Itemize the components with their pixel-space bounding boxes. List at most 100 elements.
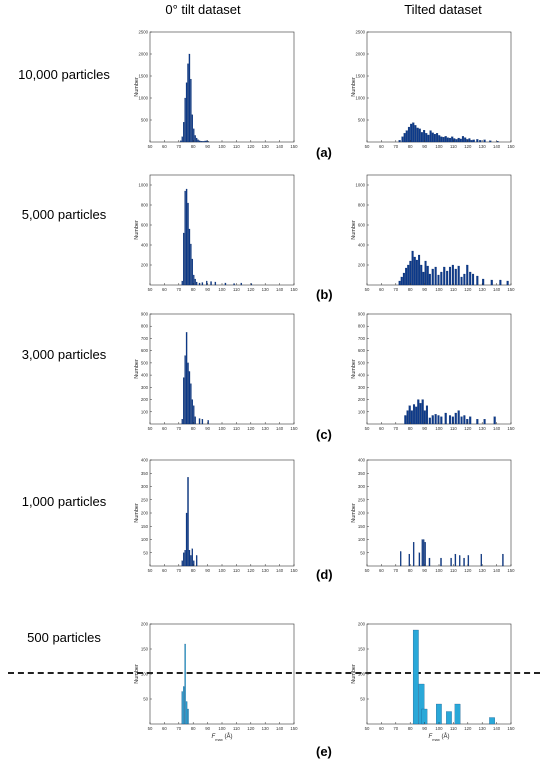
histogram-bar [413,256,416,286]
histogram-bar [233,283,235,286]
histogram-bar [401,136,404,143]
histogram-bar [191,114,193,143]
x-tick-label: 120 [464,568,472,573]
histogram-bar [398,280,401,286]
y-axis-label: Number [351,503,357,523]
x-tick-label: 90 [205,287,210,292]
x-tick-label: 50 [148,287,153,292]
histogram-bar [431,415,434,425]
histogram-bar [466,419,469,425]
y-tick-label: 800 [358,324,366,329]
x-tick-label: 100 [435,287,443,292]
histogram-bar [418,128,421,143]
histogram-bar [483,139,486,143]
histogram-bar [405,267,408,286]
y-tick-label: 100 [141,409,149,414]
histogram-bar [469,416,472,425]
y-tick-label: 250 [358,497,366,502]
x-tick-label: 150 [507,426,515,431]
histogram-bar [469,271,472,286]
histogram-bar [493,416,496,425]
x-tick-label: 90 [422,726,427,731]
histogram-bar [204,140,206,143]
histogram-bar [466,139,469,143]
histogram-bar [444,136,447,143]
histogram-bar [181,280,183,286]
x-tick-label: 80 [408,726,413,731]
histogram-bar [476,275,479,286]
x-tick-label: 70 [393,287,398,292]
histogram-bar [420,264,423,286]
histogram-bar [428,557,431,567]
histogram-bar [499,279,502,286]
histogram-bar [436,703,442,725]
histogram-bar [463,415,466,425]
histogram-bar [193,560,195,567]
x-tick-label: 110 [450,426,457,431]
histogram-bar [482,278,485,286]
histogram-bar [190,555,192,567]
histogram-bar [431,132,434,143]
x-tick-label: 80 [191,144,196,149]
histogram-bar [446,270,449,286]
y-tick-label: 1000 [355,183,365,188]
histogram-bar [187,202,189,286]
histogram-bar [180,140,182,143]
row-label-500: 500 particles [27,630,101,645]
histogram-bar [489,717,495,725]
y-tick-label: 50 [360,550,365,555]
x-tick-label: 60 [379,426,384,431]
histogram-bar [191,548,193,567]
x-tick-label: 50 [148,426,153,431]
histogram-bar [398,140,401,143]
histogram-bar [419,403,422,425]
y-tick-label: 100 [358,672,366,677]
histogram-bar [224,282,227,286]
x-tick-label: 130 [262,726,270,731]
x-tick-label: 70 [176,568,181,573]
x-tick-label: 60 [379,287,384,292]
y-tick-label: 700 [141,336,149,341]
histogram-bar [184,97,186,143]
x-tick-label: 80 [408,144,413,149]
y-tick-label: 800 [141,203,149,208]
histogram-bar [195,137,198,143]
histogram-bar [190,243,192,286]
histogram-bar [421,399,424,425]
y-axis-label: Number [134,664,140,684]
x-tick-label: 110 [233,568,240,573]
y-tick-label: 200 [141,511,149,516]
x-tick-label: 140 [276,726,284,731]
x-axis-label: Fmax (Å) [212,733,233,742]
x-tick-label: 140 [276,426,284,431]
x-tick-label: 60 [379,568,384,573]
x-tick-label: 60 [162,568,167,573]
x-tick-label: 110 [233,144,240,149]
y-tick-label: 50 [143,550,148,555]
y-tick-label: 1000 [138,183,148,188]
histogram-bar [195,281,198,286]
histogram-bar [440,136,443,143]
histogram-bar [181,136,183,143]
histogram-bar [446,711,452,725]
y-tick-label: 2500 [355,30,365,35]
y-tick-label: 150 [141,524,149,529]
histogram-bar [185,82,188,143]
histogram-bar [454,703,461,725]
x-tick-label: 150 [507,287,515,292]
y-tick-label: 300 [358,385,366,390]
y-tick-label: 100 [141,537,149,542]
x-tick-label: 80 [191,287,196,292]
histogram-bar [400,276,403,286]
histogram-bar [451,264,454,286]
histogram-bar [409,260,412,286]
x-tick-label: 80 [191,426,196,431]
x-tick-label: 90 [422,144,427,149]
histogram-bar [476,419,479,425]
histogram-bar [427,134,430,143]
panel-label-d: (d) [316,567,333,582]
x-tick-label: 110 [450,568,457,573]
x-tick-label: 100 [435,426,443,431]
histogram-bar [461,136,465,143]
histogram-bar [466,264,469,286]
